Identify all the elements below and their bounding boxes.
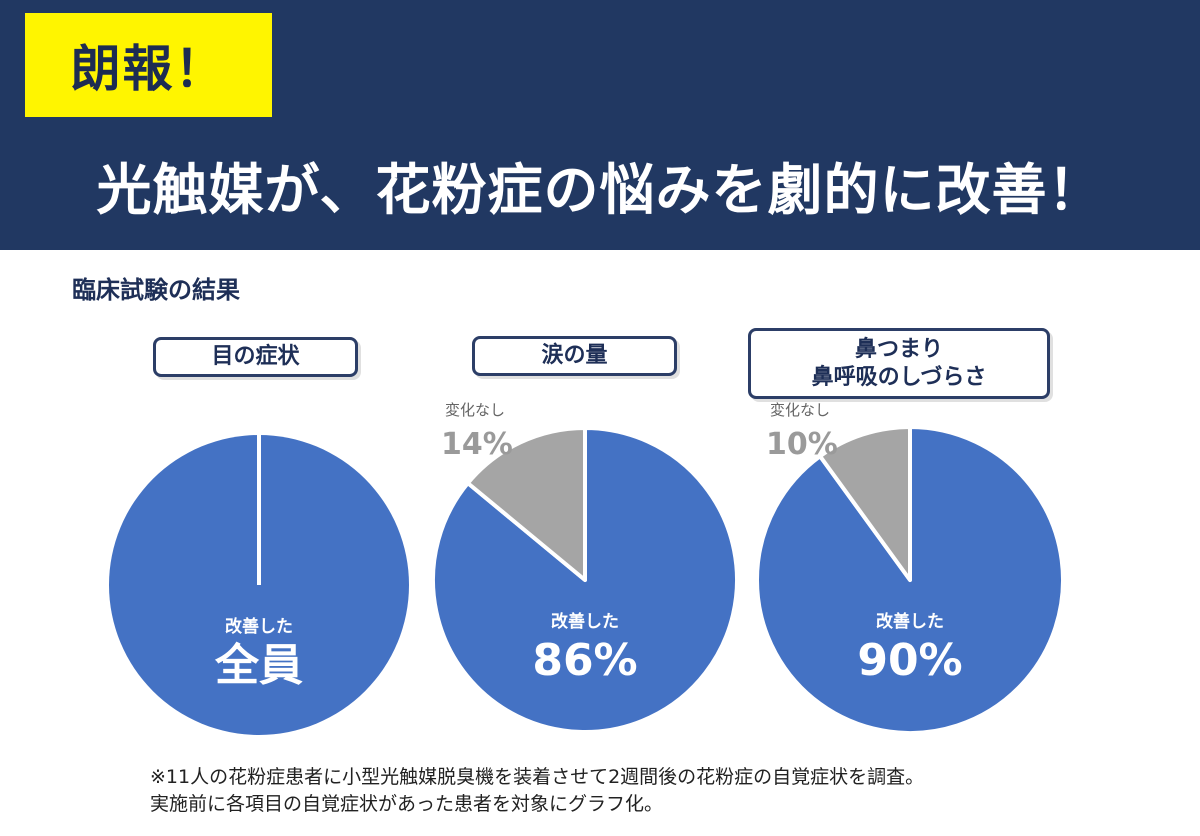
footnote-line: ※11人の花粉症患者に小型光触媒脱臭機を装着させて2週間後の花粉症の自覚症状を調… [150, 766, 925, 788]
category-label-line: 涙の量 [541, 343, 608, 369]
slice-value-label: 全員 [214, 640, 303, 691]
category-label-tears: 涙の量 [472, 336, 677, 376]
headline: 光触媒が、花粉症の悩みを劇的に改善！ [96, 158, 1104, 222]
header-banner: 朗報！ 光触媒が、花粉症の悩みを劇的に改善！ [0, 0, 1200, 250]
category-label-nose: 鼻つまり 鼻呼吸のしづらさ [748, 328, 1050, 399]
category-label-eye: 目の症状 [153, 337, 358, 377]
slice-value-label: 14% [441, 427, 513, 462]
slice-name-label: 変化なし [770, 401, 830, 419]
pie-slice-no-change [818, 425, 912, 582]
slice-name-label: 改善した [225, 616, 293, 637]
pie-slice-no-change [465, 426, 587, 582]
slice-name-label: 改善した [551, 611, 619, 632]
pie-slice-improved [431, 426, 739, 734]
pie-chart: 改善した 90% 変化なし 10% [755, 401, 1065, 735]
slice-value-label: 10% [766, 427, 838, 462]
section-title: 臨床試験の結果 [72, 276, 240, 304]
slice-value-label: 90% [857, 635, 962, 686]
slice-name-label: 改善した [876, 611, 944, 632]
pie-chart: 改善した 86% 変化なし 14% [431, 401, 739, 734]
slice-name-label: 変化なし [445, 401, 505, 419]
footnote-line: 実施前に各項目の自覚症状があった患者を対象にグラフ化。 [150, 793, 664, 815]
category-label-line: 鼻つまり [854, 337, 943, 362]
category-label-line: 鼻呼吸のしづらさ [811, 364, 987, 390]
footnote: ※11人の花粉症患者に小型光触媒脱臭機を装着させて2週間後の花粉症の自覚症状を調… [150, 764, 1150, 818]
good-news-badge: 朗報！ [25, 13, 272, 117]
category-label-line: 目の症状 [211, 344, 300, 370]
slice-value-label: 86% [532, 635, 637, 686]
